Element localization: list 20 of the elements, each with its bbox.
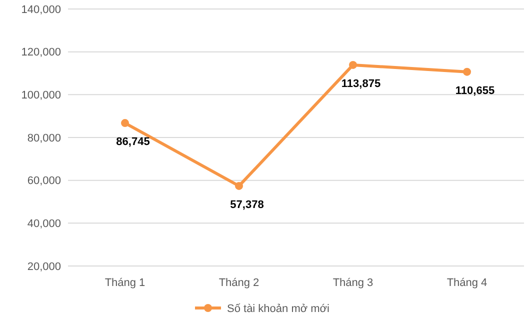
y-tick-label: 140,000	[21, 4, 61, 16]
data-label: 113,875	[341, 78, 381, 90]
x-tick-label: Tháng 2	[218, 277, 260, 289]
y-tick-label: 40,000	[27, 218, 61, 230]
x-tick-label: Tháng 4	[446, 277, 488, 289]
y-tick-label: 100,000	[21, 90, 61, 102]
x-tick-label: Tháng 3	[332, 277, 374, 289]
legend-label: Số tài khoản mở mới	[227, 302, 330, 315]
point	[349, 60, 357, 69]
y-tick-label: 20,000	[27, 260, 61, 273]
y-tick-label: 60,000	[27, 175, 61, 188]
data-label: 110,655	[455, 84, 495, 97]
data-label: 86,745	[116, 136, 150, 148]
point	[235, 182, 243, 190]
point	[463, 68, 471, 76]
point	[121, 119, 129, 128]
y-tick-label: 120,000	[21, 46, 61, 59]
y-tick-label: 80,000	[27, 132, 61, 144]
x-tick-label: Tháng 1	[104, 277, 146, 289]
data-label: 57,378	[230, 198, 264, 211]
